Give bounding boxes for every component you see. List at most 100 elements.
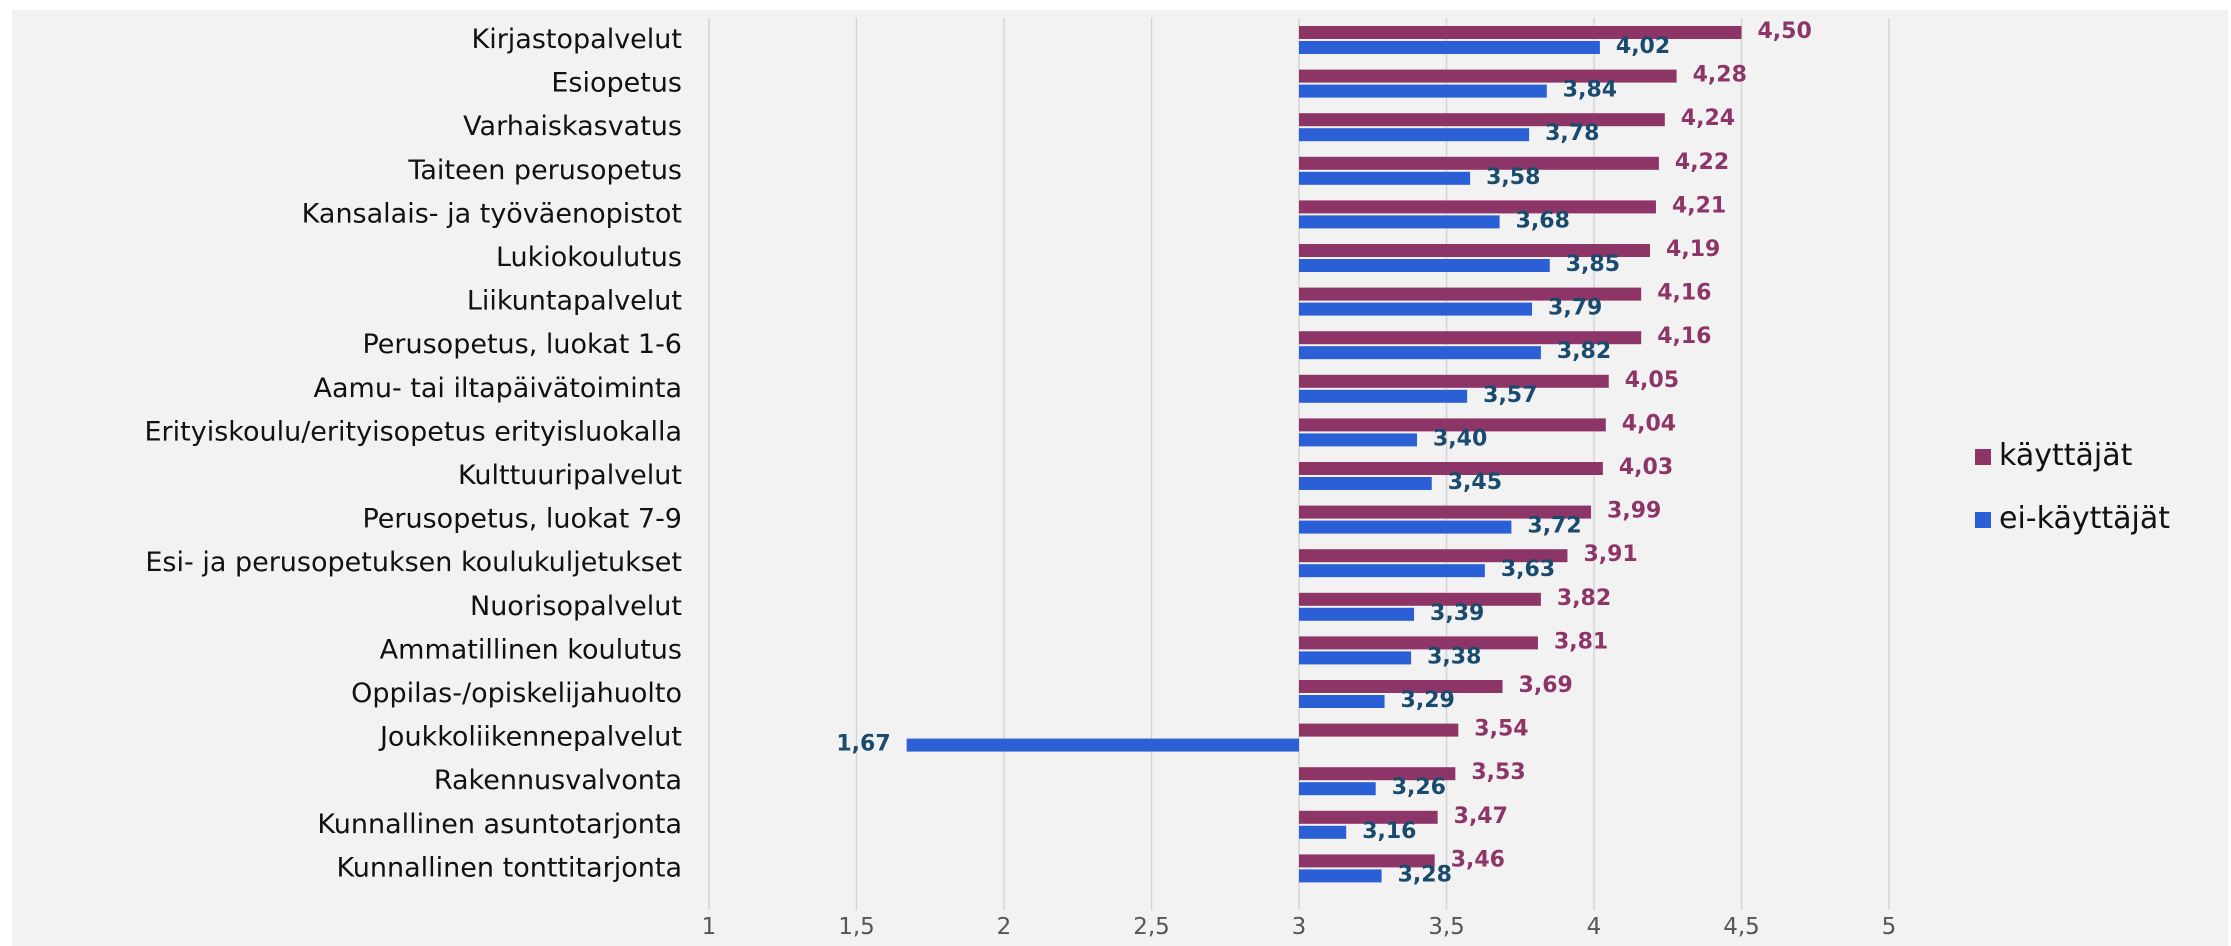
bar-ei-kayttajat: [1299, 84, 1547, 98]
data-label: 4,16: [1657, 281, 1711, 306]
data-label: 3,28: [1398, 862, 1452, 887]
data-label: 3,16: [1362, 819, 1416, 844]
category-label: Ammatillinen koulutus: [380, 634, 682, 665]
bar-ei-kayttajat: [906, 738, 1299, 752]
category-label: Joukkoliikennepalvelut: [378, 722, 682, 753]
data-label: 3,85: [1566, 252, 1620, 277]
bar-ei-kayttajat: [1299, 302, 1533, 316]
category-label: Oppilas-/opiskelijahuolto: [351, 678, 682, 709]
x-tick-label: 5: [1882, 914, 1897, 940]
data-label: 3,79: [1548, 296, 1602, 321]
data-label: 4,03: [1619, 455, 1673, 480]
bar-kayttajat: [1299, 505, 1592, 519]
bar-ei-kayttajat: [1299, 825, 1347, 839]
bar-kayttajat: [1299, 156, 1659, 170]
data-label: 3,58: [1486, 165, 1540, 190]
data-label: 3,47: [1454, 804, 1508, 829]
legend-label: ei-käyttäjät: [1999, 501, 2170, 536]
data-label: 3,84: [1563, 78, 1617, 103]
bar-ei-kayttajat: [1299, 215, 1500, 229]
data-label: 3,57: [1483, 383, 1537, 408]
bar-ei-kayttajat: [1299, 389, 1468, 403]
legend: käyttäjät ei-käyttäjät: [1975, 438, 2170, 536]
x-tick-label: 2,5: [1133, 914, 1170, 940]
bar-kayttajat: [1299, 810, 1438, 824]
data-label: 4,02: [1616, 34, 1670, 59]
bar-ei-kayttajat: [1299, 782, 1376, 796]
category-label: Esi- ja perusopetuksen koulukuljetukset: [145, 547, 682, 578]
category-label: Aamu- tai iltapäivätoiminta: [314, 373, 682, 404]
bar-kayttajat: [1299, 767, 1456, 781]
bar-kayttajat: [1299, 244, 1651, 257]
data-label: 3,69: [1519, 673, 1573, 698]
x-tick-label: 4: [1587, 914, 1602, 940]
data-label: 3,46: [1451, 847, 1505, 872]
data-label: 3,53: [1471, 760, 1525, 785]
data-label: 1,67: [836, 732, 890, 757]
bar-kayttajat: [1299, 331, 1642, 345]
bar-ei-kayttajat: [1299, 171, 1471, 185]
category-label: Perusopetus, luokat 1-6: [362, 329, 682, 360]
data-label: 3,38: [1427, 644, 1481, 669]
data-label: 4,19: [1666, 237, 1720, 262]
x-axis-tick-labels: 1 1,5 2 2,5 3 3,5 4 4,5 5: [702, 914, 1897, 940]
data-label: 4,16: [1657, 324, 1711, 349]
category-label: Perusopetus, luokat 7-9: [362, 504, 682, 535]
bar-kayttajat: [1299, 462, 1603, 475]
category-label: Kunnallinen asuntotarjonta: [317, 809, 682, 840]
data-label: 3,45: [1448, 470, 1502, 495]
bar-ei-kayttajat: [1299, 41, 1600, 54]
data-label: 3,68: [1516, 208, 1570, 233]
data-label: 3,78: [1545, 121, 1599, 146]
bar-kayttajat: [1299, 723, 1459, 737]
data-label: 3,29: [1401, 688, 1455, 713]
category-label: Erityiskoulu/erityisopetus erityisluokal…: [144, 416, 682, 447]
bar-ei-kayttajat: [1299, 346, 1541, 360]
bar-ei-kayttajat: [1299, 564, 1485, 578]
category-label: Kunnallinen tonttitarjonta: [336, 852, 682, 883]
bar-ei-kayttajat: [1299, 520, 1512, 534]
bar-kayttajat: [1299, 418, 1606, 432]
bar-ei-kayttajat: [1299, 607, 1415, 621]
data-label: 3,81: [1554, 629, 1608, 654]
category-label: Liikuntapalvelut: [467, 286, 682, 317]
x-tick-label: 2: [997, 914, 1012, 940]
bar-kayttajat: [1299, 287, 1642, 301]
bar-kayttajat: [1299, 374, 1609, 388]
data-label: 4,28: [1693, 63, 1747, 88]
x-tick-label: 4,5: [1723, 914, 1760, 940]
data-label: 3,82: [1557, 339, 1611, 364]
data-label: 4,22: [1675, 150, 1729, 175]
bars: [906, 26, 1742, 883]
bar-kayttajat: [1299, 113, 1665, 127]
category-label: Kirjastopalvelut: [471, 24, 682, 55]
bar-ei-kayttajat: [1299, 433, 1417, 447]
category-label: Lukiokoulutus: [496, 242, 682, 273]
bar-kayttajat: [1299, 26, 1742, 39]
data-label: 4,04: [1622, 411, 1676, 436]
category-label: Esiopetus: [551, 68, 682, 99]
data-label: 3,26: [1392, 775, 1446, 800]
bar-kayttajat: [1299, 680, 1503, 693]
data-label: 3,63: [1501, 557, 1555, 582]
bar-ei-kayttajat: [1299, 477, 1432, 490]
x-tick-label: 3,5: [1428, 914, 1465, 940]
value-labels: 4,50 4,02 4,28 3,84 4,24 3,78 4,22 3,58 4,21 3,68…: [836, 19, 1811, 887]
bar-kayttajat: [1299, 200, 1656, 214]
category-label: Nuorisopalvelut: [470, 591, 682, 622]
chart-area: Kirjastopalvelut Esiopetus Varhaiskasvatus…: [12, 10, 2228, 946]
data-label: 3,54: [1474, 717, 1528, 742]
bar-kayttajat: [1299, 854, 1435, 868]
bar-kayttajat: [1299, 636, 1538, 650]
bar-kayttajat: [1299, 69, 1677, 83]
x-tick-label: 1,5: [838, 914, 875, 940]
bar-ei-kayttajat: [1299, 651, 1412, 665]
data-label: 4,24: [1681, 106, 1735, 131]
data-label: 4,21: [1672, 193, 1726, 218]
x-tick-label: 3: [1292, 914, 1307, 940]
bar-chart: Kirjastopalvelut Esiopetus Varhaiskasvatus…: [144, 18, 2170, 940]
bar-ei-kayttajat: [1299, 869, 1382, 883]
legend-swatch: [1975, 512, 1991, 528]
category-label: Rakennusvalvonta: [434, 765, 682, 796]
category-label: Taiteen perusopetus: [407, 155, 682, 186]
